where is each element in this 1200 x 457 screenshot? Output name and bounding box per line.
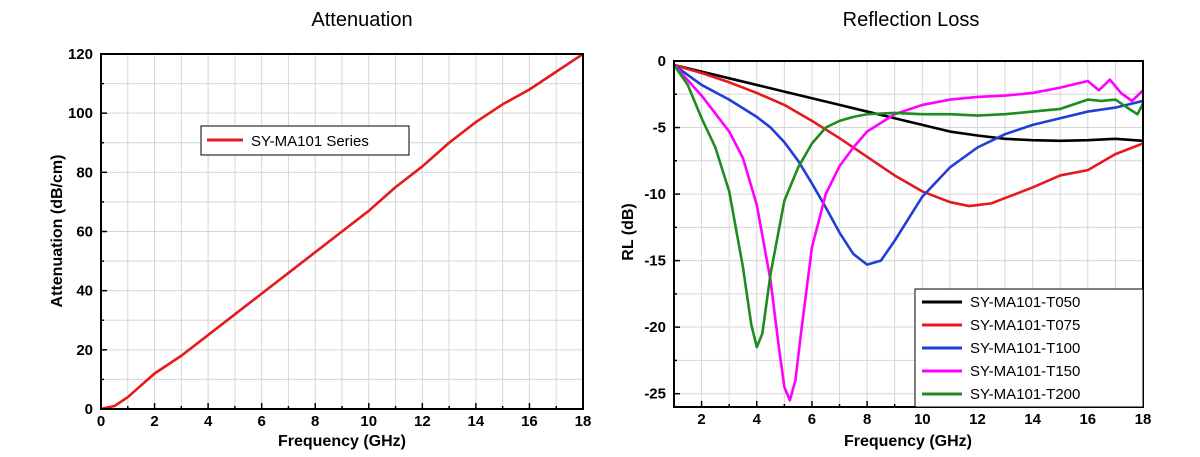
reflection-loss-x-tick-label: 4: [753, 411, 762, 428]
reflection-loss-x-tick-label: 8: [863, 411, 871, 428]
reflection-loss-series-lines: [674, 63, 1143, 402]
attenuation-tick-labels: 0 2 4 6 8 10 12 14 16 18 0 20 40 60 80 100 120: [68, 46, 591, 430]
reflection-loss-x-axis-label: Frequency (GHz): [844, 433, 972, 450]
attenuation-x-tick-label: 6: [257, 413, 265, 430]
attenuation-title: Attenuation: [311, 9, 412, 31]
attenuation-series-line-0: [101, 54, 583, 409]
reflection-loss-series-line-0: [674, 63, 1143, 143]
attenuation-x-tick-label: 10: [360, 413, 377, 430]
reflection-loss-series-line-1: [674, 63, 1143, 208]
attenuation-y-axis-label: Attenuation (dB/cm): [49, 155, 66, 308]
reflection-loss-y-axis-label: RL (dB): [620, 203, 637, 260]
reflection-loss-y-tick-label: -5: [653, 120, 666, 137]
reflection-loss-x-tick-label: 18: [1135, 411, 1152, 428]
reflection-loss-legend-label-0: SY-MA101-T050: [970, 294, 1080, 311]
reflection-loss-x-tick-label: 14: [1024, 411, 1041, 428]
attenuation-series-lines: [101, 54, 583, 409]
reflection-loss-chart: Reflection Loss 2 4 6 8 10 12 14 16 18 0 -5 -10 -15 -…: [620, 9, 1151, 450]
attenuation-y-tick-label: 120: [68, 46, 93, 63]
attenuation-x-tick-label: 14: [468, 413, 485, 430]
attenuation-x-tick-label: 12: [414, 413, 431, 430]
reflection-loss-title: Reflection Loss: [843, 9, 980, 31]
reflection-loss-series-line-3: [674, 63, 1143, 402]
reflection-loss-legend: SY-MA101-T050 SY-MA101-T075 SY-MA101-T10…: [914, 288, 1144, 408]
attenuation-y-tick-label: 80: [76, 164, 93, 181]
attenuation-x-tick-label: 18: [575, 413, 592, 430]
reflection-loss-x-tick-label: 12: [969, 411, 986, 428]
reflection-loss-y-tick-label: 0: [658, 53, 666, 70]
reflection-loss-x-tick-label: 6: [808, 411, 816, 428]
reflection-loss-legend-label-2: SY-MA101-T100: [970, 340, 1080, 357]
attenuation-x-tick-label: 8: [311, 413, 319, 430]
reflection-loss-legend-label-1: SY-MA101-T075: [970, 317, 1080, 334]
attenuation-x-tick-label: 16: [521, 413, 538, 430]
reflection-loss-legend-label-3: SY-MA101-T150: [970, 363, 1080, 380]
reflection-loss-series-line-4: [674, 63, 1143, 349]
reflection-loss-y-tick-label: -15: [644, 253, 666, 270]
reflection-loss-tick-labels: 2 4 6 8 10 12 14 16 18 0 -5 -10 -15 -20 -25: [644, 53, 1151, 428]
reflection-loss-legend-items: SY-MA101-T050 SY-MA101-T075 SY-MA101-T10…: [922, 294, 1080, 403]
reflection-loss-plot-frame: [673, 60, 1144, 408]
attenuation-y-tick-label: 20: [76, 342, 93, 359]
reflection-loss-y-tick-label: -10: [644, 186, 666, 203]
attenuation-legend: SY-MA101 Series: [200, 125, 410, 156]
attenuation-y-tick-label: 60: [76, 224, 93, 241]
attenuation-x-tick-label: 2: [150, 413, 158, 430]
attenuation-x-tick-label: 4: [204, 413, 213, 430]
reflection-loss-y-tick-label: -20: [644, 319, 666, 336]
attenuation-legend-label-0: SY-MA101 Series: [251, 133, 369, 150]
attenuation-y-tick-label: 40: [76, 283, 93, 300]
attenuation-x-axis-label: Frequency (GHz): [278, 433, 406, 450]
reflection-loss-x-tick-label: 2: [697, 411, 705, 428]
attenuation-x-tick-label: 0: [97, 413, 105, 430]
reflection-loss-x-tick-label: 16: [1079, 411, 1096, 428]
attenuation-grid: [101, 54, 583, 409]
reflection-loss-series-line-2: [674, 63, 1143, 266]
attenuation-y-tick-label: 100: [68, 105, 93, 122]
attenuation-y-tick-label: 0: [85, 401, 93, 418]
reflection-loss-x-tick-label: 10: [914, 411, 931, 428]
reflection-loss-legend-label-4: SY-MA101-T200: [970, 386, 1080, 403]
attenuation-chart: Attenuation 0 2 4 6 8 10 12 14 16 18 0 20 40 60 80 100 1…: [49, 9, 591, 450]
reflection-loss-y-tick-label: -25: [644, 386, 666, 403]
